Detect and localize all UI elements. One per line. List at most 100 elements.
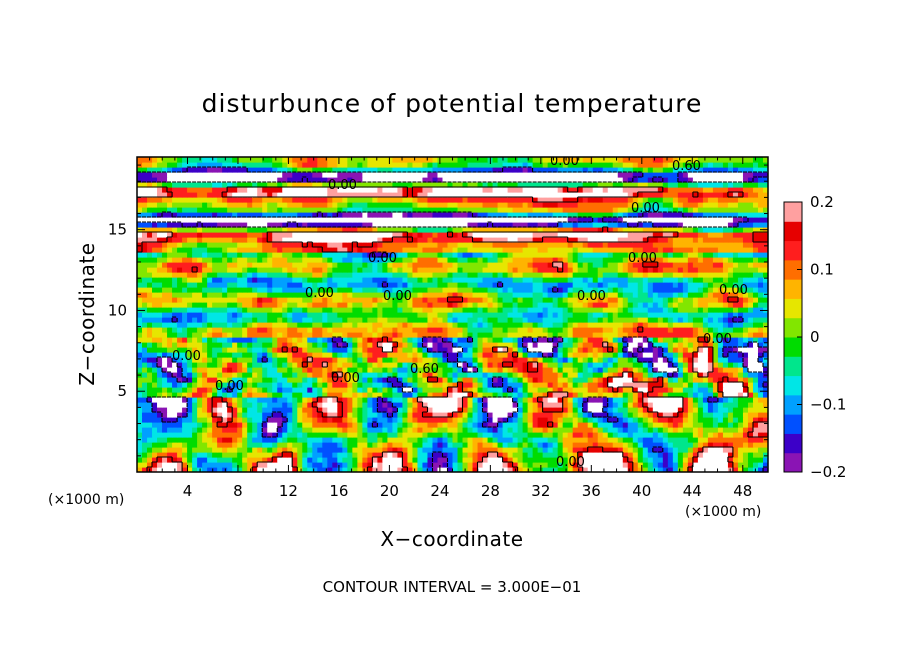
heatmap-cell — [677, 287, 684, 293]
heatmap-cell — [322, 372, 328, 378]
heatmap-cell — [472, 447, 479, 453]
heatmap-cell — [262, 347, 268, 353]
heatmap-cell — [592, 312, 599, 318]
heatmap-cell — [632, 367, 639, 373]
heatmap-cell — [327, 417, 333, 423]
heatmap-cell — [372, 342, 378, 348]
heatmap-cell — [272, 322, 278, 328]
heatmap-cell — [467, 342, 474, 348]
heatmap-cell — [672, 392, 679, 398]
heatmap-cell — [287, 377, 293, 383]
heatmap-cell — [387, 457, 394, 463]
heatmap-cell — [182, 292, 188, 298]
heatmap-cell — [292, 277, 298, 283]
heatmap-cell — [427, 372, 434, 378]
heatmap-cell — [697, 397, 704, 403]
heatmap-cell — [417, 377, 424, 383]
heatmap-cell — [692, 322, 699, 328]
heatmap-cell — [297, 307, 303, 313]
heatmap-cell — [357, 277, 363, 283]
heatmap-cell — [397, 462, 404, 468]
heatmap-cell — [752, 407, 759, 413]
heatmap-cell — [437, 462, 444, 468]
heatmap-cell — [542, 347, 549, 353]
heatmap-cell — [492, 382, 499, 388]
heatmap-cell — [262, 462, 268, 468]
heatmap-cell — [672, 287, 679, 293]
heatmap-cell — [532, 307, 539, 313]
heatmap-cell — [182, 302, 188, 308]
heatmap-cell — [512, 287, 519, 293]
heatmap-cell — [577, 367, 584, 373]
heatmap-cell — [217, 272, 223, 278]
heatmap-cell — [602, 467, 609, 472]
heatmap-cell — [367, 302, 373, 308]
heatmap-cell — [752, 457, 759, 463]
heatmap-cell — [292, 392, 298, 398]
heatmap-cell — [507, 402, 514, 408]
heatmap-cell — [357, 312, 363, 318]
heatmap-cell — [362, 342, 368, 348]
heatmap-cell — [652, 282, 659, 288]
heatmap-cell — [597, 342, 604, 348]
heatmap-cell — [212, 282, 218, 288]
heatmap-cell — [267, 367, 273, 373]
heatmap-cell — [752, 362, 759, 368]
heatmap-cell — [422, 467, 429, 472]
heatmap-cell — [757, 447, 764, 453]
heatmap-cell — [362, 367, 368, 373]
heatmap-cell — [712, 457, 719, 463]
heatmap-cell — [692, 457, 699, 463]
heatmap-cell — [252, 442, 258, 448]
heatmap-cell — [157, 312, 163, 318]
heatmap-cell — [717, 347, 724, 353]
heatmap-cell — [362, 272, 368, 278]
heatmap-cell — [312, 297, 318, 303]
heatmap-cell — [302, 312, 308, 318]
heatmap-cell — [332, 347, 338, 353]
heatmap-cell — [537, 282, 544, 288]
heatmap-cell — [602, 297, 609, 303]
heatmap-cell — [327, 437, 333, 443]
heatmap-cell — [757, 452, 764, 458]
heatmap-cell — [137, 417, 143, 423]
heatmap-cell — [312, 277, 318, 283]
heatmap-cell — [217, 307, 223, 313]
heatmap-cell — [352, 322, 358, 328]
heatmap-cell — [752, 332, 759, 338]
heatmap-cell — [292, 282, 298, 288]
heatmap-cell — [432, 377, 439, 383]
heatmap-cell — [362, 422, 368, 428]
heatmap-cell — [222, 397, 228, 403]
heatmap-cell — [312, 342, 318, 348]
heatmap-cell — [452, 417, 459, 423]
heatmap-cell — [512, 347, 519, 353]
heatmap-cell — [332, 287, 338, 293]
heatmap-cell — [467, 402, 474, 408]
heatmap-cell — [712, 282, 719, 288]
heatmap-cell — [367, 342, 373, 348]
heatmap-cell — [242, 402, 248, 408]
heatmap-cell — [187, 442, 193, 448]
heatmap-cell — [572, 372, 579, 378]
heatmap-cell — [667, 397, 674, 403]
heatmap-cell — [367, 462, 373, 468]
heatmap-cell — [757, 397, 764, 403]
heatmap-cell — [477, 362, 484, 368]
heatmap-cell — [247, 277, 253, 283]
heatmap-cell — [497, 402, 504, 408]
heatmap-cell — [232, 467, 238, 472]
heatmap-cell — [317, 382, 323, 388]
heatmap-cell — [297, 462, 303, 468]
heatmap-cell — [332, 342, 338, 348]
heatmap-cell — [482, 462, 489, 468]
heatmap-cell — [262, 332, 268, 338]
heatmap-cell — [262, 422, 268, 428]
heatmap-cell — [627, 287, 634, 293]
heatmap-cell — [387, 407, 394, 413]
heatmap-cell — [397, 402, 404, 408]
heatmap-cell — [637, 402, 644, 408]
heatmap-cell — [162, 297, 168, 303]
heatmap-cell — [447, 457, 454, 463]
heatmap-cell — [627, 397, 634, 403]
